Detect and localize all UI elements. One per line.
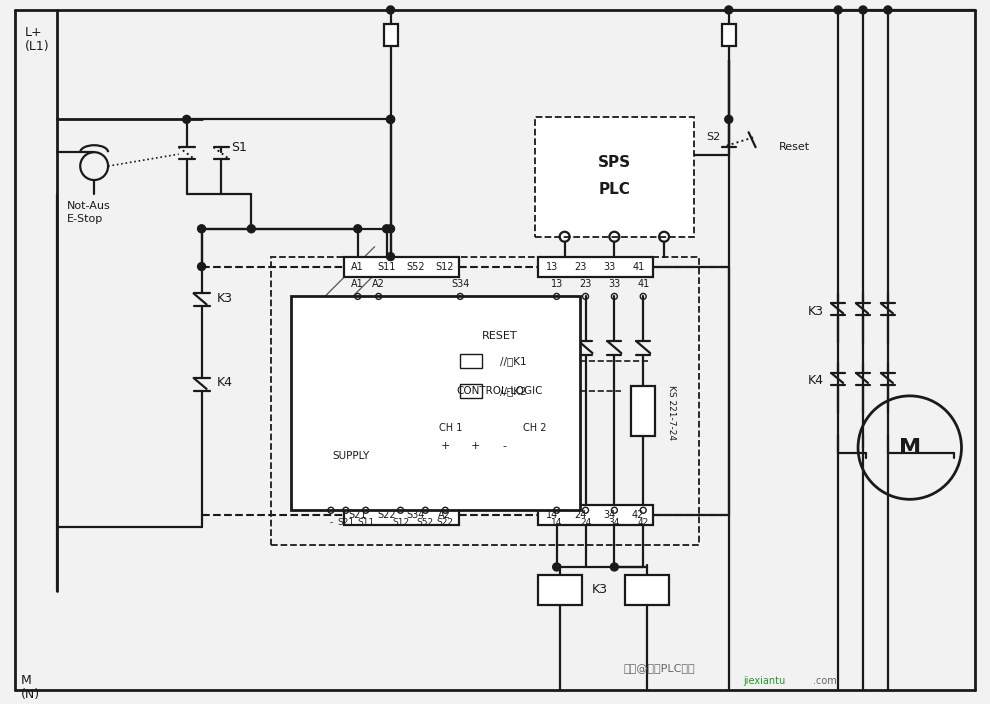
Text: M: M (21, 674, 32, 687)
Text: 34: 34 (603, 510, 616, 520)
Text: CH 1: CH 1 (439, 422, 462, 433)
Text: A2: A2 (438, 510, 450, 520)
Text: S34: S34 (451, 279, 469, 289)
Circle shape (386, 253, 395, 260)
Circle shape (198, 225, 206, 233)
Text: S2: S2 (707, 132, 721, 142)
Text: S52: S52 (406, 262, 425, 272)
Bar (632, 386, 655, 436)
Text: //中K1: //中K1 (500, 356, 527, 366)
Text: K4: K4 (217, 377, 233, 389)
Text: S1: S1 (232, 141, 248, 153)
Text: 13: 13 (550, 279, 562, 289)
Text: -: - (503, 441, 507, 451)
Text: 14: 14 (545, 510, 557, 520)
Text: 23: 23 (579, 279, 592, 289)
Text: S12: S12 (392, 517, 409, 527)
Circle shape (183, 115, 191, 123)
Text: 41: 41 (638, 279, 649, 289)
Circle shape (386, 225, 395, 233)
Bar (538, 575, 581, 605)
Text: S21: S21 (348, 510, 367, 520)
Circle shape (248, 225, 255, 233)
Text: +: + (470, 441, 480, 451)
Circle shape (382, 225, 391, 233)
Bar (460, 384, 482, 398)
Text: M: M (899, 438, 921, 458)
Text: 33: 33 (603, 262, 616, 272)
Circle shape (552, 563, 560, 571)
Text: 33: 33 (608, 279, 621, 289)
Circle shape (353, 225, 361, 233)
Circle shape (835, 6, 842, 14)
Text: K3: K3 (591, 584, 608, 596)
Text: 34: 34 (609, 517, 620, 527)
Text: A2: A2 (372, 279, 385, 289)
Bar (722, 24, 736, 46)
Circle shape (884, 6, 892, 14)
Text: Not-Aus: Not-Aus (67, 201, 111, 211)
Circle shape (859, 6, 867, 14)
Bar (460, 354, 482, 368)
Bar (383, 24, 398, 46)
Text: -: - (330, 517, 333, 527)
Text: (L1): (L1) (25, 40, 50, 53)
Text: CONTROL-LOGIC: CONTROL-LOGIC (456, 386, 544, 396)
Circle shape (386, 115, 395, 123)
Text: 41: 41 (632, 262, 644, 272)
Text: SPS: SPS (598, 155, 631, 170)
Text: 13: 13 (545, 262, 557, 272)
Text: CH 2: CH 2 (523, 422, 546, 433)
Text: 24: 24 (580, 517, 591, 527)
Text: 42: 42 (638, 517, 648, 527)
Text: 头条@技成PLC课堂: 头条@技成PLC课堂 (624, 663, 695, 674)
Circle shape (725, 115, 733, 123)
Text: +: + (441, 441, 449, 451)
Text: S12: S12 (435, 262, 453, 272)
Bar (291, 296, 579, 510)
Text: S34: S34 (406, 510, 425, 520)
Circle shape (198, 263, 206, 270)
Text: SUPPLY: SUPPLY (333, 451, 369, 460)
Text: L+: L+ (25, 26, 43, 39)
Text: jiexiantu: jiexiantu (743, 677, 786, 686)
Text: S22: S22 (437, 517, 453, 527)
Text: K3: K3 (808, 305, 825, 318)
Text: 14: 14 (551, 517, 562, 527)
Bar (626, 575, 669, 605)
Text: .com: .com (814, 677, 837, 686)
Circle shape (386, 6, 395, 14)
Circle shape (611, 563, 619, 571)
Bar (344, 505, 459, 525)
Text: K4: K4 (808, 375, 825, 387)
Text: 42: 42 (632, 510, 644, 520)
Bar (538, 257, 653, 277)
Text: Reset: Reset (778, 142, 810, 152)
Text: S52: S52 (417, 517, 434, 527)
Bar (535, 118, 694, 237)
Text: A1: A1 (351, 279, 364, 289)
Text: S11: S11 (357, 517, 374, 527)
Text: RESET: RESET (482, 331, 518, 341)
Bar (344, 257, 459, 277)
Text: K3: K3 (217, 292, 233, 305)
Text: (N): (N) (21, 689, 40, 701)
Circle shape (725, 6, 733, 14)
Text: S11: S11 (377, 262, 396, 272)
Text: 23: 23 (574, 262, 587, 272)
Text: PLC: PLC (598, 182, 631, 198)
Bar (271, 257, 699, 545)
Text: 24: 24 (574, 510, 587, 520)
Circle shape (386, 115, 395, 123)
Text: S22: S22 (377, 510, 396, 520)
Text: KS 221-7-24: KS 221-7-24 (666, 385, 675, 440)
Text: //中K2: //中K2 (500, 386, 527, 396)
Text: A1: A1 (351, 262, 364, 272)
Text: E-Stop: E-Stop (67, 214, 104, 224)
Bar (538, 505, 653, 525)
Text: S21: S21 (338, 517, 354, 527)
